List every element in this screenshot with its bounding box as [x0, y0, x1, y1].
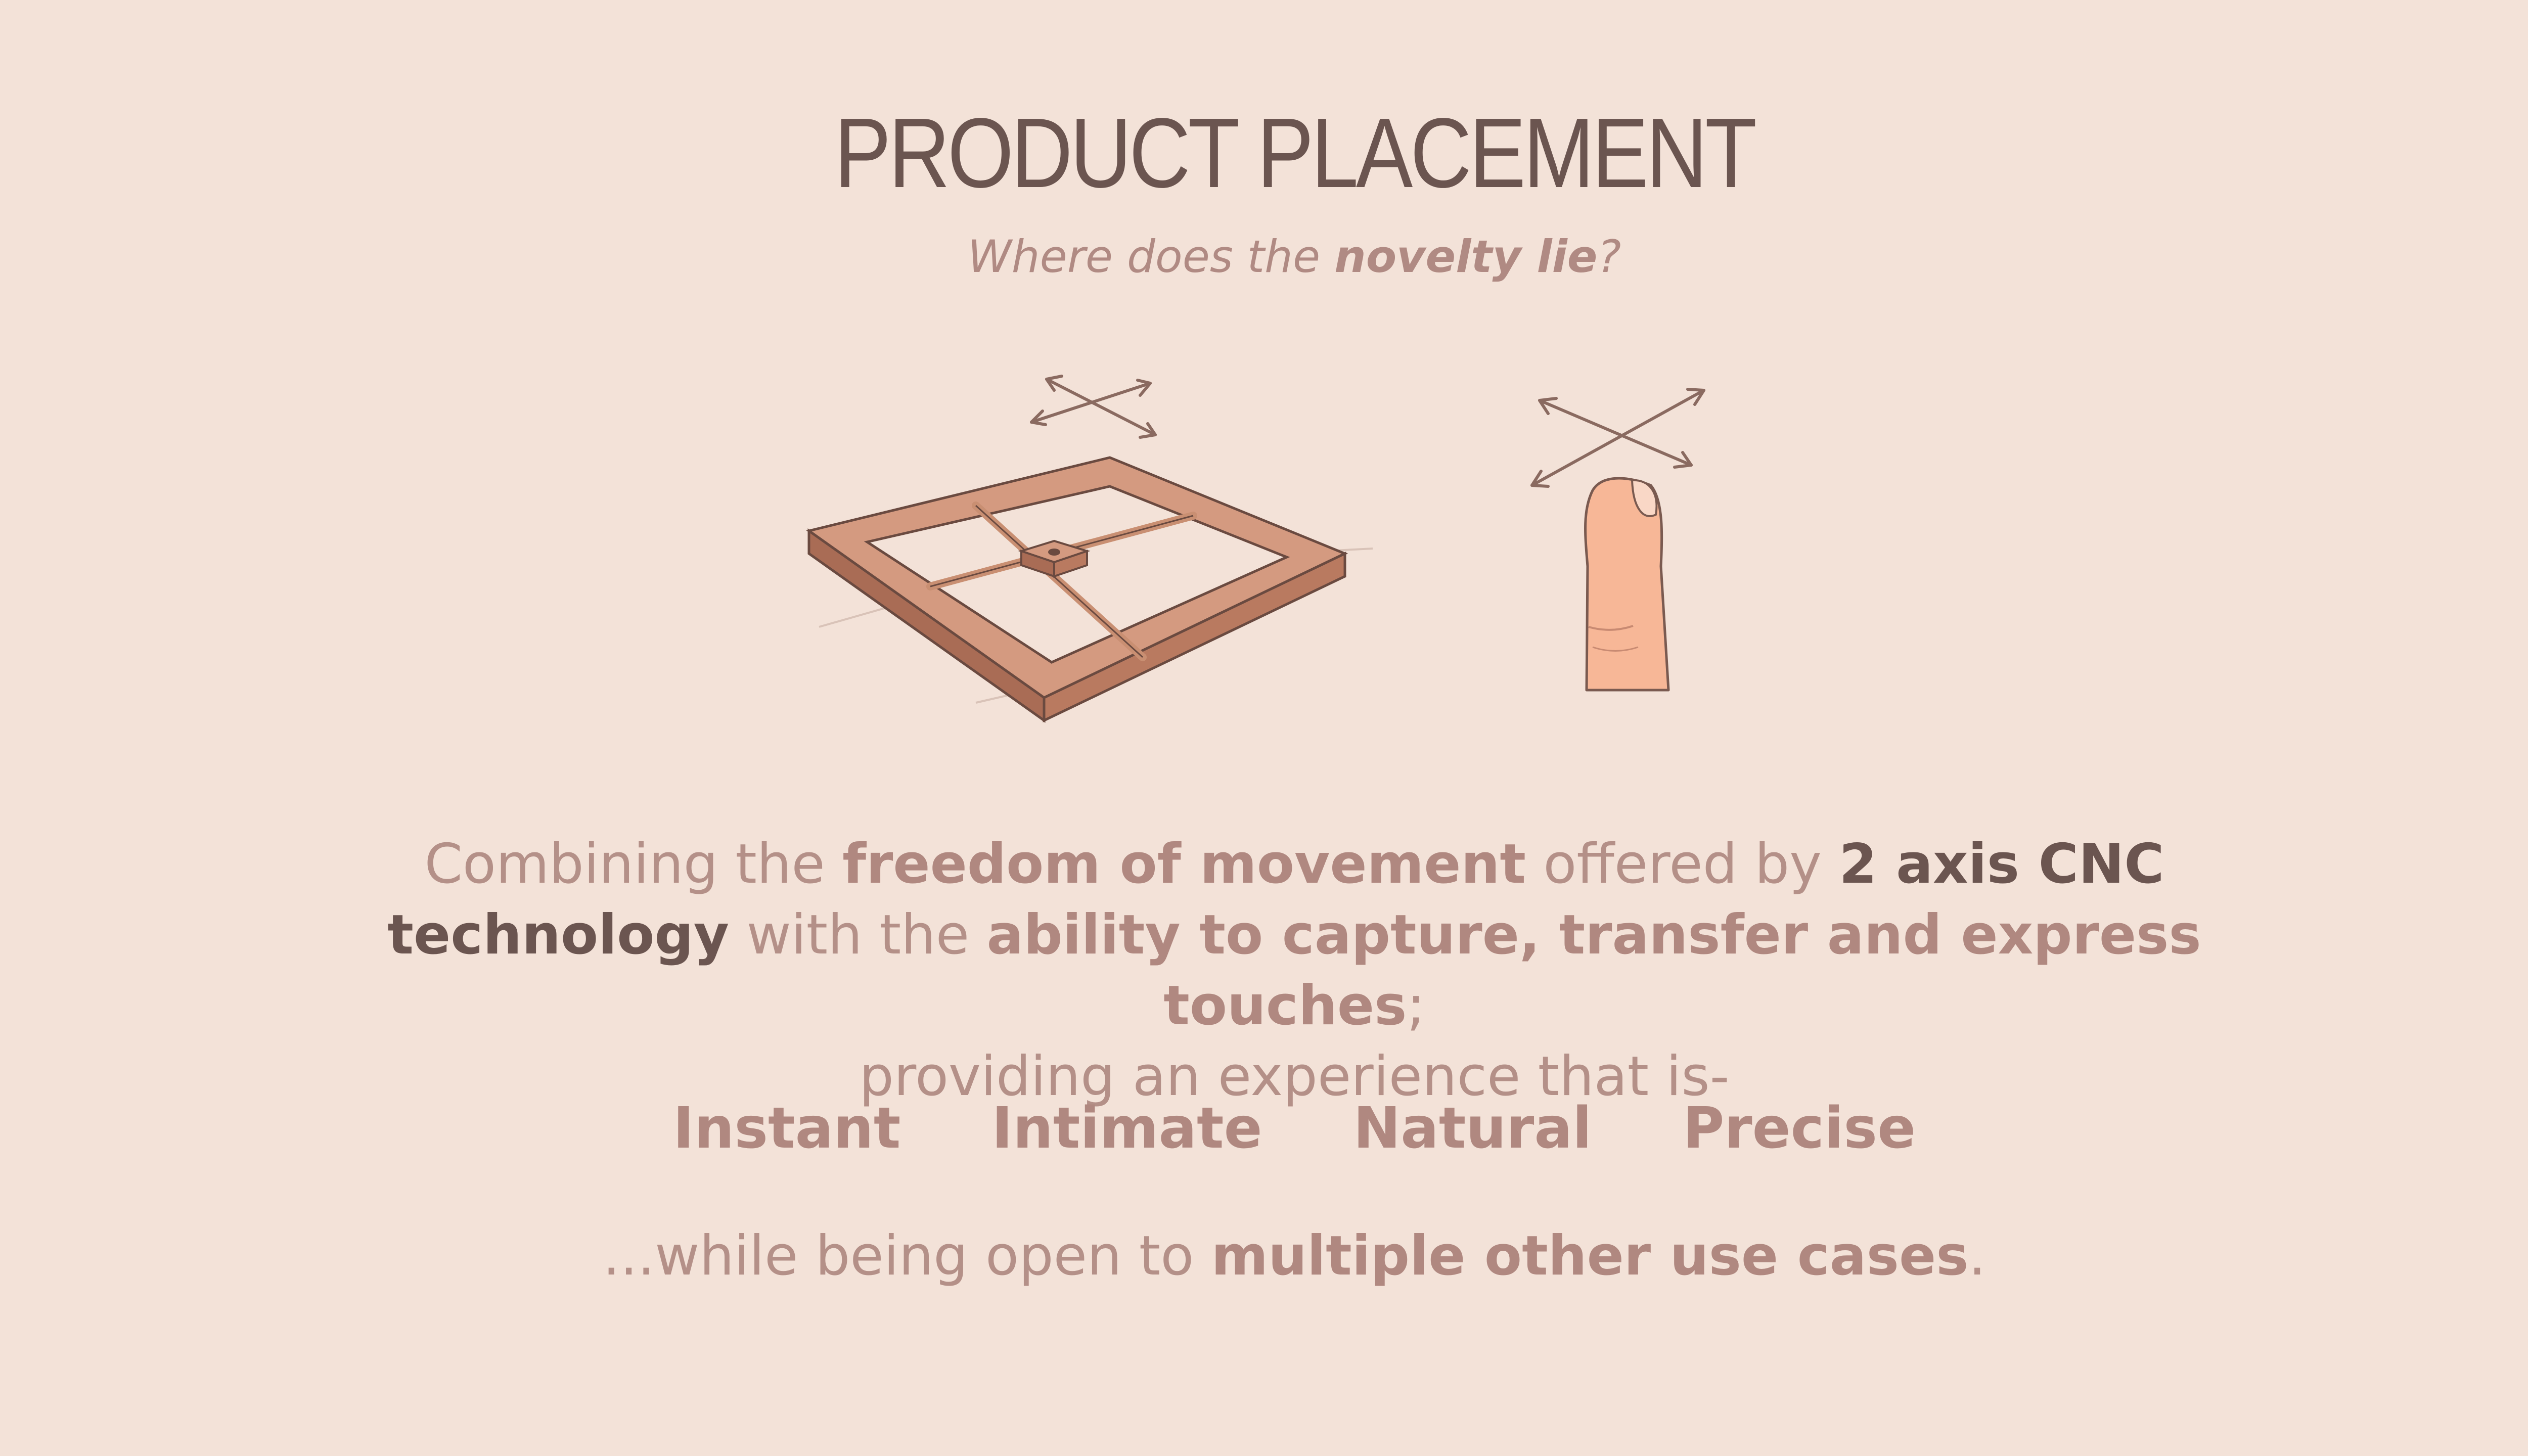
subtitle-text-start: Where does the — [967, 231, 1335, 283]
description-highlight-cnc: 2 axis CNC technology — [387, 833, 2164, 967]
description-text-2: offered by — [1525, 833, 1839, 896]
closing-text-2: . — [1968, 1224, 1986, 1288]
finger-icon — [1584, 477, 1670, 692]
description-text-5: providing an experience that is- — [859, 1045, 1730, 1108]
description: Combining the freedom of movement offere… — [283, 829, 2306, 1112]
subtitle-emphasis: novelty lie — [1334, 231, 1598, 283]
description-highlight-touches: ability to capture, transfer and express… — [986, 903, 2201, 1037]
quality-intimate: Intimate — [991, 1096, 1262, 1161]
subtitle: Where does the novelty lie? — [0, 230, 2528, 284]
quality-natural: Natural — [1353, 1096, 1592, 1161]
two-axis-arrows-icon — [1030, 375, 1157, 439]
description-text-4: ; — [1407, 974, 1425, 1037]
illustration — [806, 375, 1705, 723]
quality-instant: Instant — [672, 1096, 901, 1161]
qualities-list: Instant Intimate Natural Precise — [0, 1095, 2528, 1162]
closing-highlight: multiple other use cases — [1211, 1224, 1969, 1288]
description-text-1: Combining the — [424, 833, 843, 896]
page-title: PRODUCT PLACEMENT — [834, 98, 1757, 208]
closing-text-1: ...while being open to — [603, 1224, 1211, 1288]
subtitle-text-end: ? — [1597, 231, 1621, 283]
quality-precise: Precise — [1683, 1096, 1916, 1161]
closing-line: ...while being open to multiple other us… — [0, 1223, 2528, 1289]
two-axis-arrows-icon — [1530, 388, 1705, 488]
description-text-3: with the — [729, 903, 987, 967]
description-highlight-freedom: freedom of movement — [842, 833, 1526, 896]
cnc-frame-icon — [806, 456, 1373, 723]
